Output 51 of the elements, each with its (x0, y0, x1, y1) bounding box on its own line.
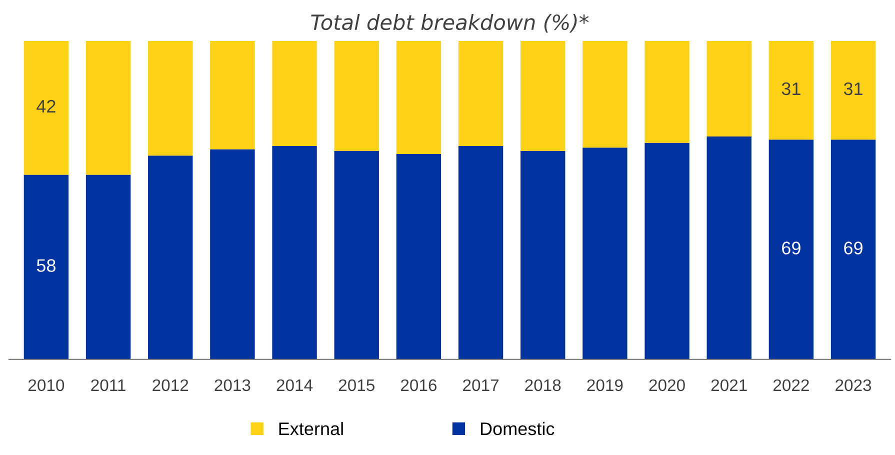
bar (86, 40, 131, 175)
data-label: 31 (844, 82, 862, 96)
bar (148, 40, 193, 156)
data-label: 58 (36, 259, 56, 272)
bar (458, 146, 504, 360)
bar (520, 40, 566, 151)
x-tick-label: 2012 (152, 379, 188, 392)
bar (24, 40, 69, 175)
bar (86, 174, 131, 360)
bar (334, 40, 379, 151)
x-tick-label: 2011 (91, 379, 126, 392)
bar (644, 142, 690, 360)
x-tick-label: 2016 (401, 379, 437, 392)
bar (396, 154, 442, 360)
bar (272, 40, 317, 146)
bar (582, 40, 628, 148)
legend-label: Domestic (480, 422, 554, 436)
bar (768, 140, 814, 360)
bar (148, 156, 193, 360)
bar (210, 149, 255, 360)
x-tick-label: 2014 (276, 379, 313, 392)
bar (210, 40, 255, 150)
legend-label: External (279, 422, 343, 436)
bar (582, 148, 628, 360)
bar (24, 174, 69, 360)
bar (706, 136, 752, 360)
bar (334, 150, 379, 360)
bar (520, 150, 566, 360)
x-tick-label: 2019 (587, 379, 623, 392)
bar (706, 40, 752, 136)
bar (830, 140, 876, 360)
chart-title: Total debt breakdown (%)* (311, 14, 589, 33)
x-tick-label: 2017 (463, 379, 498, 392)
x-tick-label: 2015 (338, 379, 374, 392)
x-tick-label: 2021 (711, 379, 747, 392)
x-tick-label: 2022 (773, 379, 809, 392)
bar (644, 40, 690, 143)
data-label: 69 (782, 242, 800, 254)
bar (458, 40, 504, 146)
x-tick-label: 2020 (649, 379, 685, 392)
bar (768, 40, 814, 140)
data-label: 31 (782, 82, 800, 96)
bar (830, 40, 876, 140)
x-tick-label: 2018 (525, 379, 561, 392)
x-tick-label: 2013 (214, 379, 250, 392)
data-label: 42 (36, 100, 56, 113)
x-tick-label: 2010 (28, 379, 64, 392)
x-tick-label: 2023 (836, 379, 872, 392)
data-label: 69 (844, 242, 862, 254)
bar (396, 40, 442, 154)
bar (272, 146, 317, 360)
